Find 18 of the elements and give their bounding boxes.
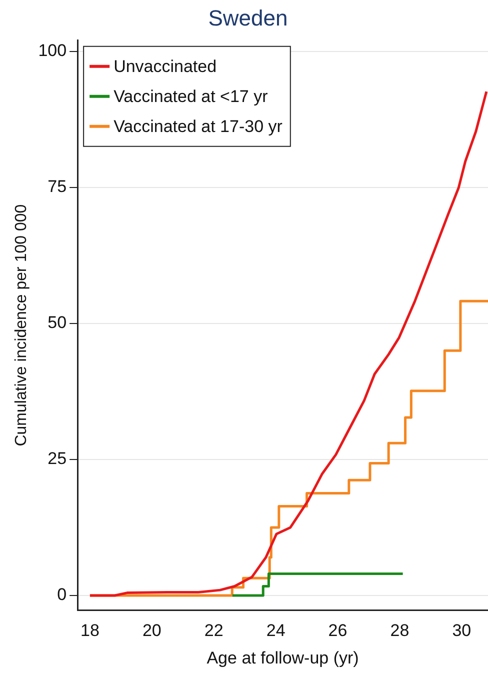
- x-tick-label: 18: [80, 621, 100, 640]
- x-tick-label: 28: [390, 621, 410, 640]
- x-tick-label: 20: [142, 621, 162, 640]
- y-axis-title: Cumulative incidence per 100 000: [13, 204, 30, 446]
- x-tick-label: 24: [266, 621, 286, 640]
- x-tick-label: 26: [328, 621, 348, 640]
- legend-label: Vaccinated at <17 yr: [114, 87, 268, 106]
- x-axis-title: Age at follow-up (yr): [206, 648, 359, 668]
- legend-label: Unvaccinated: [114, 57, 217, 76]
- y-tick-label: 0: [57, 585, 67, 604]
- y-tick-label: 75: [48, 177, 67, 196]
- x-tick-label: 30: [452, 621, 472, 640]
- y-tick-label: 25: [48, 449, 67, 468]
- legend-label: Vaccinated at 17-30 yr: [114, 117, 283, 136]
- x-tick-label: 22: [204, 621, 224, 640]
- y-tick-label: 50: [48, 313, 67, 332]
- chart-title: Sweden: [208, 5, 288, 30]
- y-tick-label: 100: [38, 40, 67, 60]
